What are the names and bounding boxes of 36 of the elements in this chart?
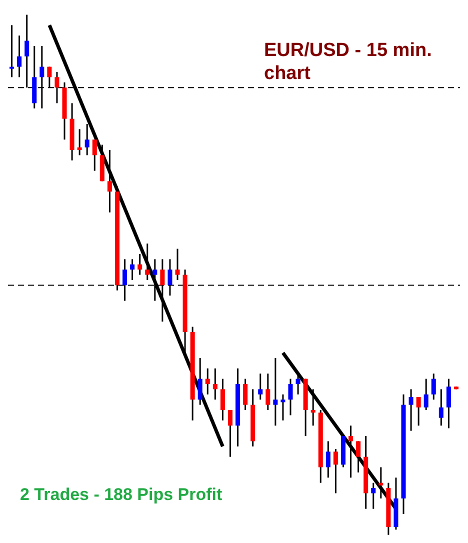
candlestick (424, 378, 428, 411)
candlestick (266, 372, 270, 411)
candlestick (288, 378, 293, 416)
candlestick (145, 242, 150, 281)
candlestick (333, 448, 338, 494)
candlestick (107, 149, 112, 214)
candlestick (273, 357, 278, 426)
candlestick (310, 388, 316, 426)
candlestick (408, 388, 414, 432)
text: EUR/USD - 15 min. chart (264, 40, 432, 84)
candlestick (258, 372, 263, 400)
annotation: 2 Trades - 188 Pips Profit (20, 485, 223, 504)
candlestick (138, 253, 142, 276)
candlestick (205, 368, 210, 396)
candlestick (326, 440, 330, 478)
candlestick (212, 368, 218, 400)
candlestick (198, 357, 202, 406)
candlestick (243, 378, 248, 411)
candlestick (296, 372, 300, 396)
candlestick (280, 394, 286, 422)
candlestick (175, 248, 180, 281)
candlestick (220, 378, 225, 422)
candlestick (431, 372, 436, 400)
candlestick (84, 123, 90, 156)
candlestick (77, 128, 82, 156)
candlestick (446, 378, 451, 429)
candlestick (228, 409, 232, 458)
candlestick (92, 138, 97, 172)
candlestick (130, 258, 135, 281)
candlestick (416, 396, 421, 426)
candlestick (348, 424, 354, 478)
candlestick (17, 34, 22, 78)
candlestick (10, 24, 14, 78)
candlestick (438, 388, 444, 426)
candlestick (378, 466, 384, 500)
candlestick (356, 440, 361, 474)
